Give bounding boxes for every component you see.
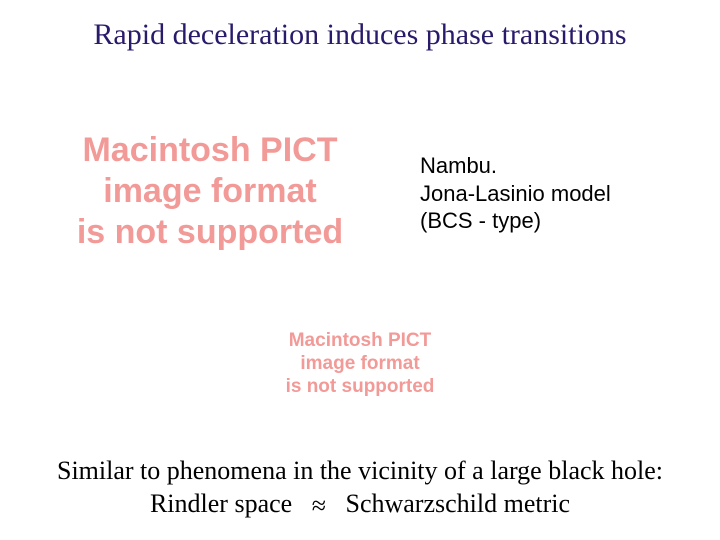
- model-line2: Jona-Lasinio model: [420, 180, 700, 208]
- pict-placeholder-center: Macintosh PICT image format is not suppo…: [216, 330, 504, 398]
- pict-placeholder-left: Macintosh PICT image format is not suppo…: [40, 130, 380, 252]
- slide-root: Rapid deceleration induces phase transit…: [0, 0, 720, 540]
- bottom-line2-left: Rindler space: [150, 489, 292, 518]
- bottom-line2: Rindler space ≈ Schwarzschild metric: [0, 488, 720, 523]
- bottom-line2-right: Schwarzschild metric: [345, 489, 570, 518]
- bottom-text: Similar to phenomena in the vicinity of …: [0, 455, 720, 522]
- pict-center-line1: Macintosh PICT: [216, 330, 504, 353]
- slide-title: Rapid deceleration induces phase transit…: [0, 18, 720, 52]
- model-line1: Nambu.: [420, 152, 700, 180]
- model-line3: (BCS - type): [420, 207, 700, 235]
- approx-symbol-icon: ≈: [312, 490, 326, 523]
- bottom-line1: Similar to phenomena in the vicinity of …: [0, 455, 720, 488]
- pict-left-line1: Macintosh PICT: [40, 130, 380, 171]
- pict-left-line2: image format: [40, 171, 380, 212]
- pict-center-line3: is not supported: [216, 376, 504, 399]
- model-label: Nambu. Jona-Lasinio model (BCS - type): [420, 152, 700, 235]
- pict-left-line3: is not supported: [40, 212, 380, 253]
- pict-center-line2: image format: [216, 353, 504, 376]
